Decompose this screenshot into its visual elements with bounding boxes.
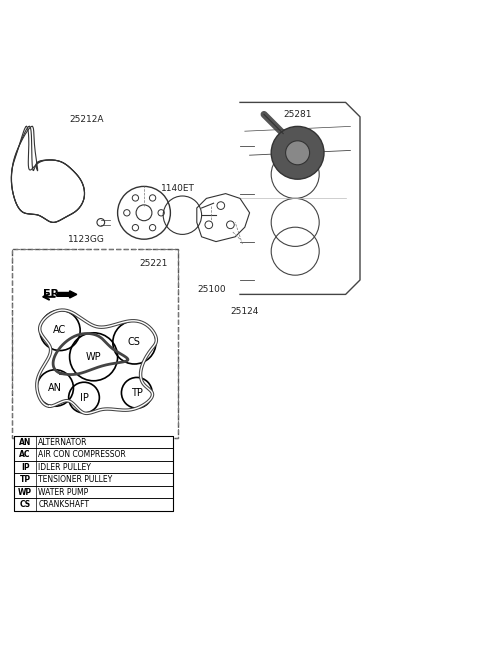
Text: AIR CON COMPRESSOR: AIR CON COMPRESSOR — [38, 450, 126, 459]
Text: AN: AN — [48, 383, 62, 393]
Text: CS: CS — [20, 500, 31, 509]
Text: 1123GG: 1123GG — [68, 235, 105, 243]
Text: TP: TP — [20, 475, 31, 484]
Text: IP: IP — [80, 392, 88, 403]
Circle shape — [271, 127, 324, 179]
Text: AC: AC — [20, 450, 31, 459]
Text: 25124: 25124 — [230, 307, 259, 316]
Text: 1140ET: 1140ET — [161, 184, 194, 194]
Circle shape — [286, 141, 310, 165]
Text: CS: CS — [128, 337, 141, 348]
Text: CRANKSHAFT: CRANKSHAFT — [38, 500, 89, 509]
Text: IP: IP — [21, 462, 29, 472]
Text: 25212A: 25212A — [69, 115, 104, 124]
Text: WP: WP — [18, 487, 32, 497]
Bar — [12, 249, 178, 438]
Text: FR.: FR. — [43, 289, 64, 299]
Bar — [14, 436, 173, 511]
Text: WATER PUMP: WATER PUMP — [38, 487, 89, 497]
Text: 25281: 25281 — [283, 110, 312, 119]
Text: TP: TP — [131, 388, 143, 398]
Text: TENSIONER PULLEY: TENSIONER PULLEY — [38, 475, 113, 484]
Text: WP: WP — [86, 352, 101, 362]
Text: ALTERNATOR: ALTERNATOR — [38, 438, 88, 447]
Bar — [12, 249, 178, 438]
Text: IDLER PULLEY: IDLER PULLEY — [38, 462, 91, 472]
Text: AC: AC — [53, 325, 67, 335]
Text: 25221: 25221 — [139, 258, 168, 268]
FancyArrow shape — [58, 291, 77, 298]
Text: 25100: 25100 — [197, 285, 226, 294]
Text: AN: AN — [19, 438, 31, 447]
